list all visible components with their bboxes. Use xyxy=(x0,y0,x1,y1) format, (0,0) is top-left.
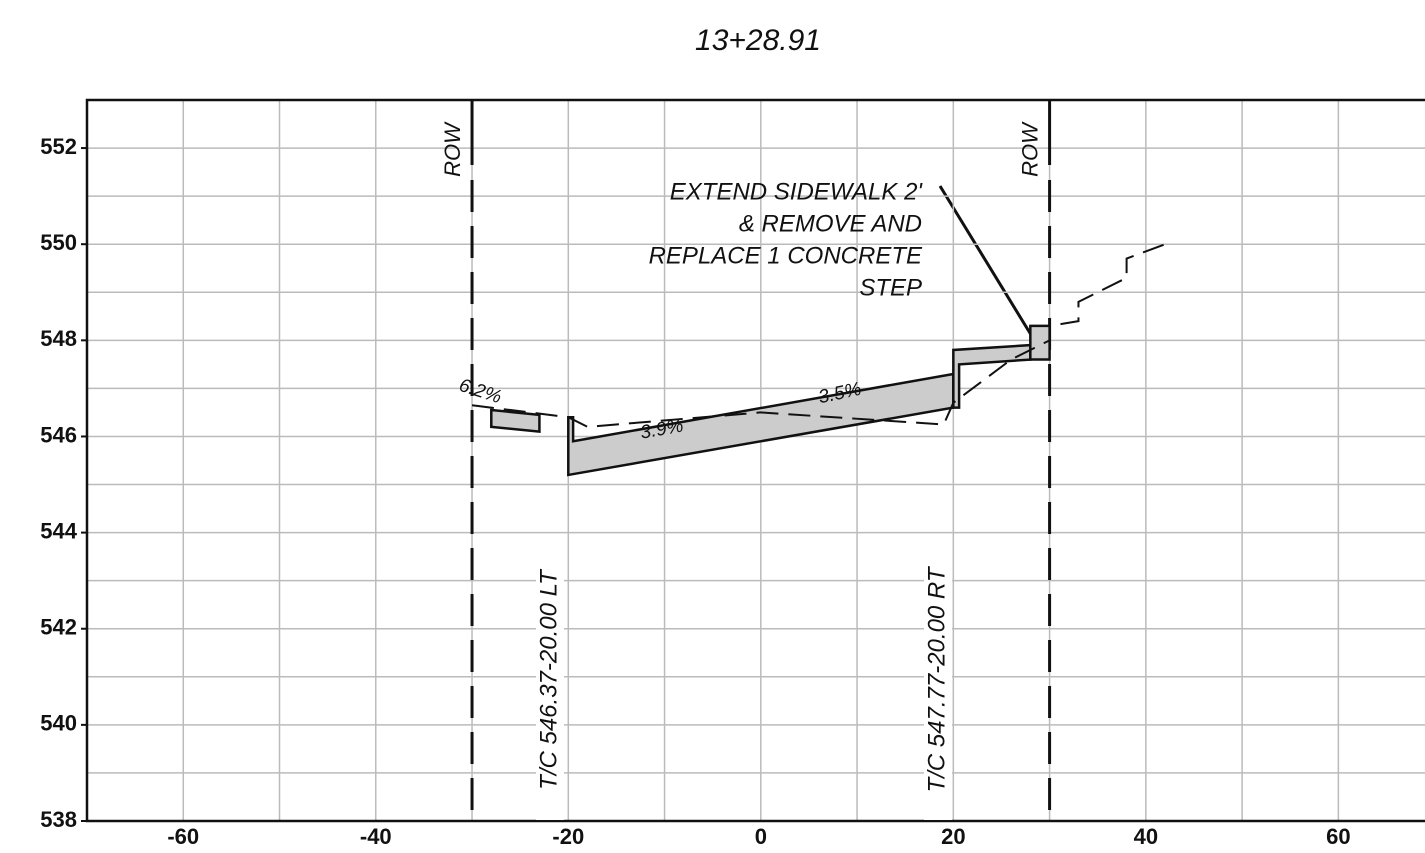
y-tick-label: 540 xyxy=(40,711,77,736)
y-tick-label: 538 xyxy=(40,807,77,832)
plot-frame xyxy=(85,98,1425,823)
note-line: STEP xyxy=(859,274,922,301)
note-line: & REMOVE AND xyxy=(739,210,922,237)
row-label: ROW xyxy=(1017,121,1042,177)
y-tick-label: 548 xyxy=(40,326,77,351)
y-tick-label: 546 xyxy=(40,422,77,447)
existing-ground xyxy=(471,243,1166,428)
x-tick-label: 60 xyxy=(1326,824,1350,849)
y-tick-label: 542 xyxy=(40,615,77,640)
x-tick-label: -40 xyxy=(360,824,392,849)
label-bg xyxy=(924,540,952,820)
y-tick-label: 552 xyxy=(40,134,77,159)
x-tick-label: 20 xyxy=(941,824,965,849)
row-label: ROW xyxy=(440,121,465,177)
title: 13+28.91 xyxy=(695,24,821,57)
tc-label: T/C 546.37-20.00 LT xyxy=(535,568,562,790)
note-line: EXTEND SIDEWALK 2' xyxy=(670,178,924,205)
label-bg xyxy=(536,540,564,820)
x-tick-label: -60 xyxy=(167,824,199,849)
x-tick-label: 40 xyxy=(1134,824,1158,849)
section xyxy=(952,343,1032,409)
slope-label: 6.2% xyxy=(456,375,504,408)
x-tick-label: -20 xyxy=(552,824,584,849)
note-line: REPLACE 1 CONCRETE xyxy=(649,242,923,269)
y-tick-label: 544 xyxy=(40,518,77,543)
tc-label: T/C 547.77-20.00 RT xyxy=(923,565,950,792)
y-tick-label: 550 xyxy=(40,230,77,255)
section xyxy=(490,408,541,434)
x-tick-label: 0 xyxy=(755,824,767,849)
leader-line xyxy=(938,185,1035,339)
